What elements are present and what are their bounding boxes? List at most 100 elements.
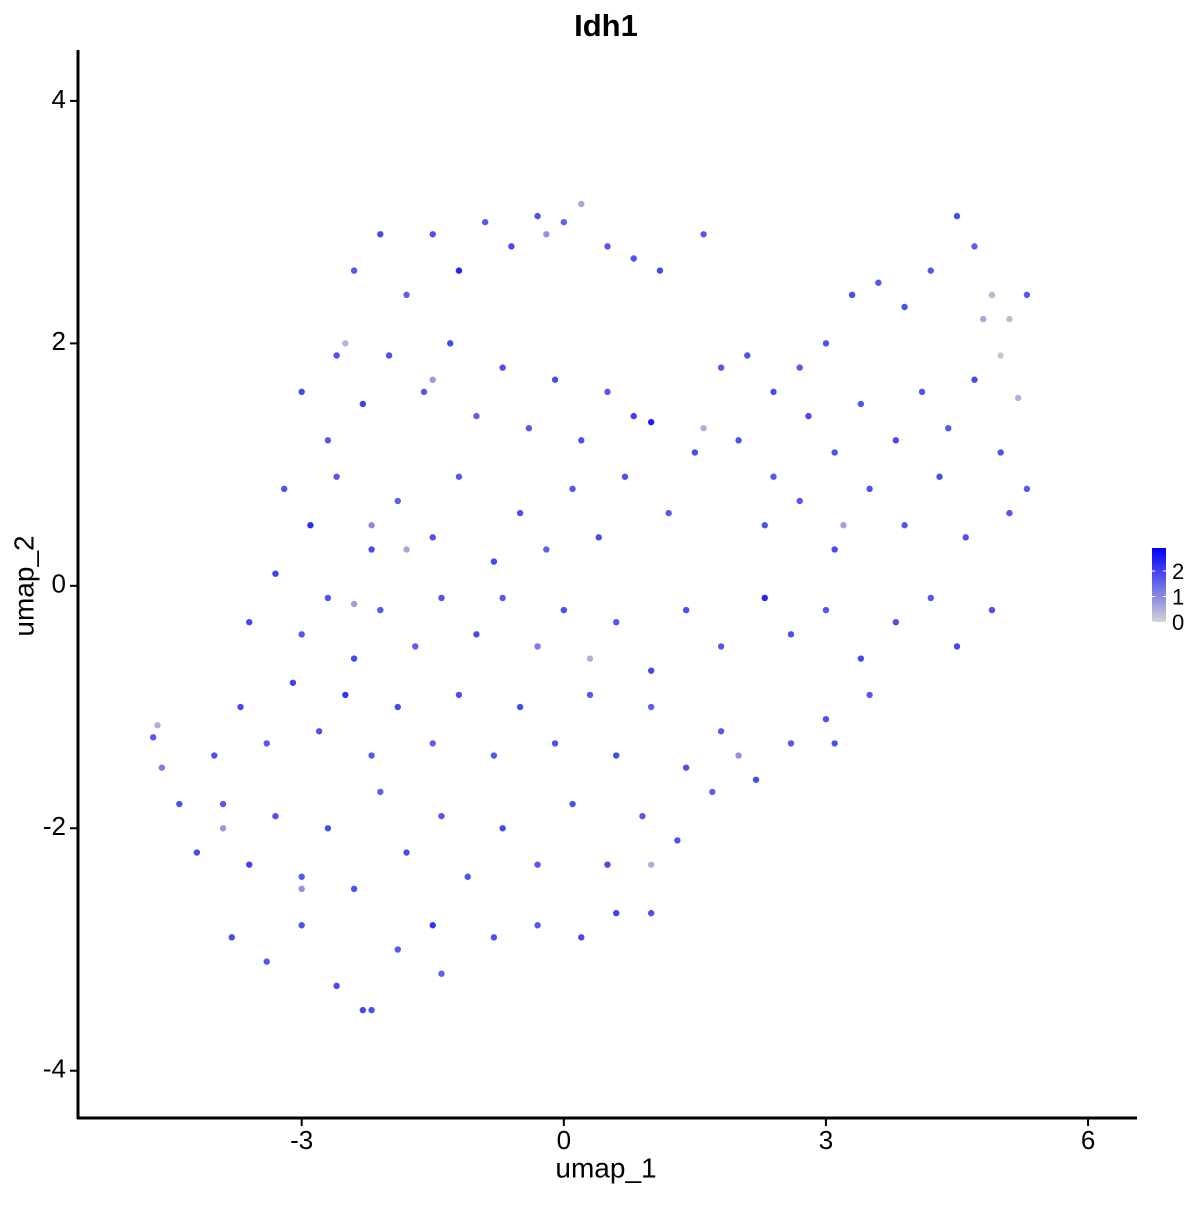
point	[578, 934, 585, 941]
point	[604, 388, 611, 396]
point	[289, 679, 297, 686]
point	[298, 922, 305, 929]
point	[438, 594, 445, 602]
point	[438, 812, 445, 820]
point	[481, 218, 489, 226]
point	[997, 449, 1004, 456]
point	[368, 752, 375, 759]
point	[237, 703, 244, 711]
point	[193, 849, 201, 856]
x-tick-label: -3	[290, 1125, 313, 1155]
point	[359, 1006, 367, 1014]
point	[403, 546, 410, 553]
point	[831, 449, 838, 456]
point	[228, 934, 235, 941]
point	[761, 522, 768, 529]
point	[560, 606, 568, 614]
point	[630, 255, 637, 262]
point	[490, 752, 498, 759]
point	[272, 812, 279, 820]
y-axis-label: umap_2	[8, 535, 39, 636]
point	[315, 728, 323, 735]
point	[971, 376, 978, 383]
point	[429, 740, 436, 747]
point	[298, 873, 305, 880]
point	[438, 970, 445, 977]
point	[429, 534, 436, 541]
point	[901, 303, 908, 311]
point	[263, 740, 270, 747]
point	[892, 437, 900, 444]
point	[551, 740, 559, 747]
point	[516, 509, 524, 517]
point	[377, 788, 384, 796]
point	[350, 885, 358, 893]
point	[857, 655, 865, 662]
point	[700, 425, 707, 432]
point	[298, 631, 305, 638]
point	[945, 425, 952, 432]
point	[534, 643, 541, 650]
point	[630, 412, 637, 420]
point	[735, 437, 742, 444]
point	[936, 473, 943, 480]
point	[403, 291, 410, 299]
point	[647, 418, 655, 426]
point	[307, 522, 314, 529]
point	[149, 734, 157, 741]
chart-title: Idh1	[574, 8, 638, 43]
point	[857, 400, 865, 408]
point	[543, 231, 550, 238]
point	[473, 631, 480, 638]
point	[342, 691, 349, 699]
point	[875, 279, 882, 286]
point	[350, 267, 358, 274]
point	[604, 243, 611, 250]
point	[578, 200, 585, 208]
point	[281, 485, 288, 493]
point	[613, 752, 620, 759]
point	[368, 546, 375, 553]
point	[176, 800, 183, 808]
point	[219, 800, 227, 808]
point	[158, 764, 166, 771]
point	[805, 412, 812, 420]
point	[455, 473, 463, 480]
point	[333, 473, 340, 480]
point	[665, 509, 672, 517]
point	[569, 485, 576, 493]
point	[831, 740, 838, 747]
point	[429, 231, 436, 238]
point	[717, 643, 725, 650]
point	[621, 473, 629, 480]
point	[499, 825, 506, 832]
point	[953, 212, 961, 220]
point	[735, 752, 742, 759]
point	[263, 958, 270, 965]
point	[866, 485, 873, 493]
point	[918, 388, 926, 396]
point	[770, 473, 777, 480]
point	[490, 934, 498, 941]
point	[744, 352, 751, 359]
y-tick-label: 0	[52, 569, 66, 599]
point	[368, 522, 375, 529]
point	[350, 655, 358, 662]
point	[298, 388, 305, 396]
point	[534, 861, 541, 868]
point	[717, 728, 725, 735]
point	[647, 909, 655, 917]
point	[613, 909, 620, 917]
point	[385, 352, 393, 359]
point	[499, 364, 506, 371]
y-tick-label: -2	[43, 811, 66, 841]
point	[473, 412, 480, 420]
point	[988, 291, 996, 299]
point	[980, 315, 987, 323]
x-tick-label: 6	[1081, 1125, 1095, 1155]
point	[822, 715, 830, 723]
point	[534, 212, 541, 220]
point	[534, 922, 541, 929]
point	[682, 764, 690, 771]
